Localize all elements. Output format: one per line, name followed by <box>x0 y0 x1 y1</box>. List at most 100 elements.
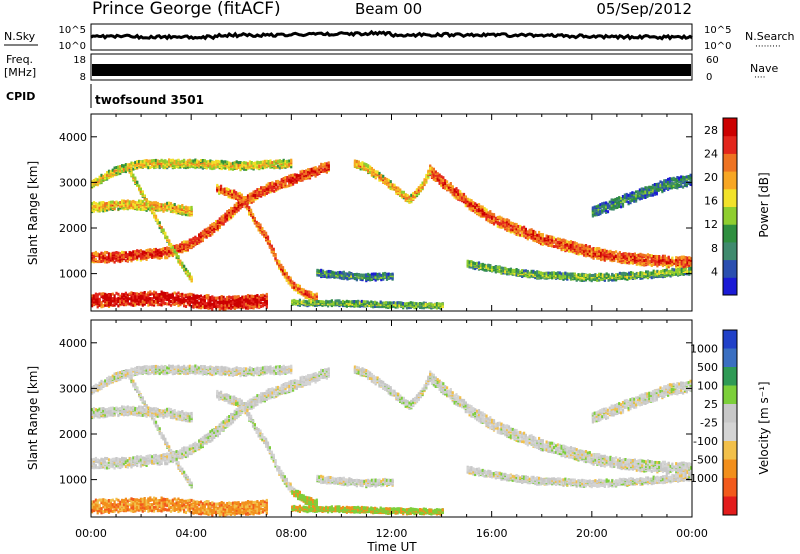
power-cell <box>134 257 137 260</box>
power-cell <box>160 256 163 259</box>
power-cell <box>661 262 665 265</box>
power-cell <box>601 253 604 257</box>
power-cell <box>369 165 372 169</box>
power-cell <box>545 274 548 277</box>
power-cell <box>122 255 126 259</box>
power-cell <box>320 168 323 172</box>
power-cell <box>132 178 135 182</box>
power-cell <box>509 269 512 273</box>
power-cell <box>171 210 174 214</box>
freq-label-line1: Freq. <box>6 53 33 66</box>
power-cell <box>686 269 689 273</box>
power-cell <box>158 207 161 211</box>
power-cell <box>538 233 541 237</box>
power-cell <box>569 245 573 249</box>
power-cell <box>556 244 559 248</box>
power-cell <box>104 295 107 299</box>
power-cell <box>126 199 129 203</box>
power-cell <box>104 207 107 211</box>
power-cell <box>274 256 277 260</box>
power-cell <box>592 247 595 250</box>
power-cell <box>511 270 514 274</box>
power-cell <box>183 304 186 308</box>
power-cell <box>658 256 661 260</box>
power-cell <box>241 205 244 208</box>
power-cell <box>678 256 682 260</box>
power-band <box>466 259 692 283</box>
power-cell <box>196 294 199 298</box>
power-cell <box>502 217 505 221</box>
power-cell <box>221 188 224 192</box>
power-cell <box>586 252 589 256</box>
power-cell <box>363 162 366 166</box>
power-cell <box>577 243 580 247</box>
power-cell <box>631 253 635 256</box>
power-cell <box>184 212 188 216</box>
power-cell <box>94 298 97 302</box>
power-cell <box>117 251 120 255</box>
power-cell <box>607 278 610 282</box>
power-cell <box>263 232 266 236</box>
power-cell <box>256 188 259 192</box>
power-cell <box>166 302 169 306</box>
power-cell <box>92 260 96 264</box>
power-cell <box>468 260 471 264</box>
nsearch-tick-bottom: 10^0 <box>704 41 731 52</box>
power-cell <box>164 232 167 236</box>
power-cell <box>611 273 614 277</box>
power-cell <box>205 302 208 306</box>
power-cell <box>175 244 178 248</box>
power-cell <box>504 226 507 230</box>
nsky-tick-bottom: 10^0 <box>59 41 86 52</box>
power-cell <box>175 302 178 305</box>
power-cell <box>301 175 304 179</box>
power-cell <box>665 270 668 274</box>
power-cell <box>481 209 484 212</box>
power-cell <box>590 249 593 253</box>
power-cell <box>564 239 567 243</box>
power-cell <box>166 252 169 256</box>
power-cell <box>153 248 156 251</box>
power-cell <box>568 240 571 244</box>
power-cell <box>630 252 633 256</box>
power-cell <box>104 301 107 305</box>
power-cell <box>654 272 657 276</box>
power-cell <box>584 246 588 250</box>
power-cell <box>562 244 565 248</box>
power-cell <box>107 258 111 262</box>
power-cell <box>280 185 283 189</box>
power-cell <box>255 224 258 228</box>
power-cell <box>639 254 642 258</box>
power-cell <box>553 271 556 275</box>
power-cell <box>462 194 466 198</box>
power-cell <box>272 250 275 253</box>
power-cell <box>308 176 312 180</box>
power-cell <box>624 252 627 255</box>
power-cell <box>560 248 563 252</box>
power-cell <box>173 291 176 295</box>
power-cell <box>453 195 456 199</box>
power-cell <box>109 200 112 204</box>
power-cell <box>652 255 655 258</box>
power-cell <box>132 200 135 203</box>
power-cell <box>216 183 219 187</box>
power-cell <box>226 296 229 299</box>
power-cell <box>241 295 244 299</box>
power-cell <box>554 238 558 242</box>
power-cell <box>92 201 96 205</box>
power-cell <box>216 296 219 300</box>
power-cell <box>113 302 116 305</box>
power-cell <box>201 237 204 241</box>
power-cell <box>414 193 417 197</box>
power-cell <box>491 219 494 223</box>
power-cell <box>233 299 236 303</box>
power-cell <box>598 255 601 259</box>
power-cell <box>143 202 146 206</box>
power-cell <box>207 294 210 298</box>
power-cell <box>265 191 268 195</box>
power-cell <box>169 303 173 307</box>
power-cell <box>517 224 520 228</box>
power-cell <box>628 275 631 279</box>
power-cell <box>569 272 573 276</box>
power-cell <box>201 300 204 304</box>
